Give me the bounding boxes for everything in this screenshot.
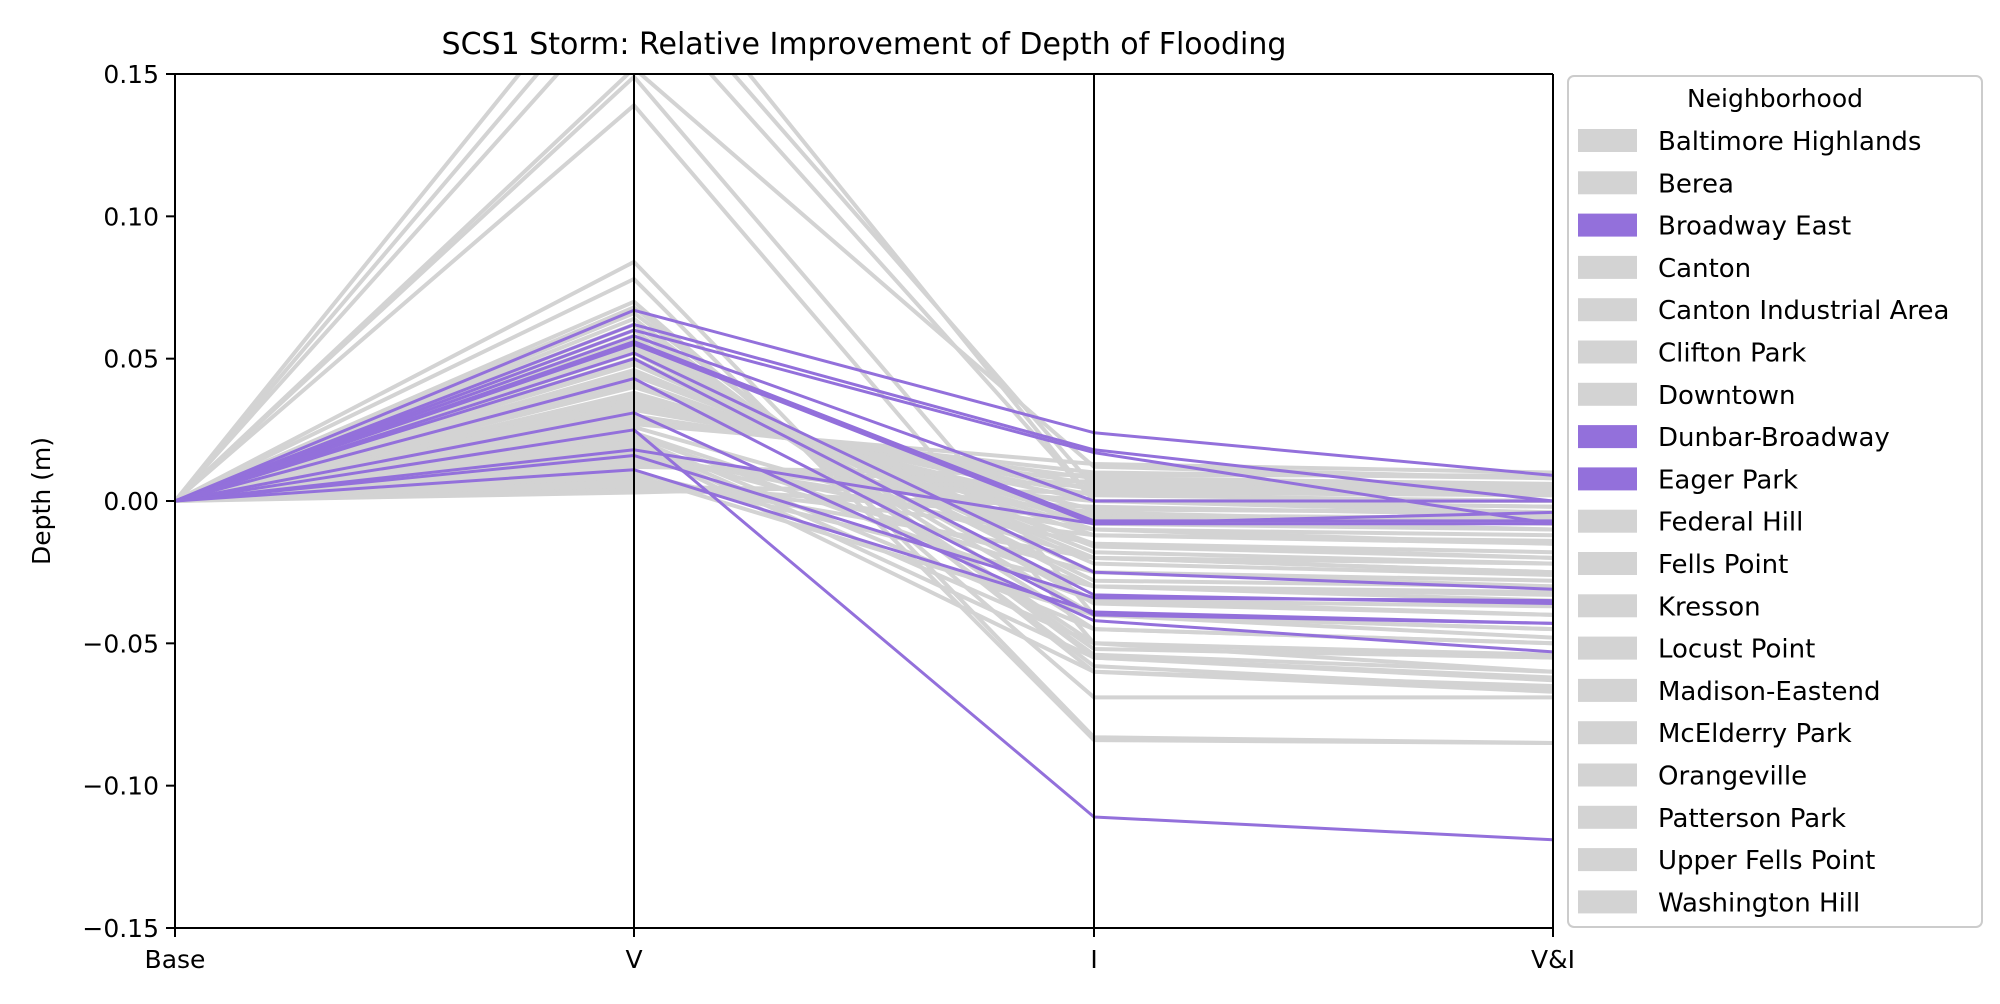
legend-swatch: [1578, 382, 1637, 406]
series-line-highlight: [175, 334, 1553, 503]
series-line-other: [175, 103, 1553, 660]
legend-box: [1567, 75, 1983, 928]
legend-entry-label: Kresson: [1658, 592, 1761, 622]
legend-swatch: [1578, 636, 1637, 660]
legend: Neighborhood Baltimore Highlands Berea Broa…: [1567, 75, 1983, 928]
legend-swatch: [1578, 509, 1637, 533]
legend-entry-label: Washington Hill: [1658, 888, 1860, 918]
legend-entry-label: Clifton Park: [1658, 339, 1806, 369]
legend-entry-label: Broadway East: [1658, 212, 1851, 242]
legend-entry-label: Downtown: [1658, 381, 1796, 411]
legend-swatch: [1578, 129, 1637, 152]
legend-entry-label: Canton: [1658, 254, 1751, 284]
legend-swatch: [1578, 678, 1637, 702]
legend-entry-label: Canton Industrial Area: [1658, 296, 1949, 326]
y-tick-label: −0.10: [82, 772, 159, 801]
series-highlight-layer: [175, 308, 1553, 842]
series-line-other: [175, 74, 1553, 503]
legend-entry-label: Eager Park: [1658, 465, 1798, 495]
legend-entry-label: Orangeville: [1658, 762, 1807, 792]
chart-title: SCS1 Storm: Relative Improvement of Dept…: [442, 27, 1287, 62]
legend-swatch: [1578, 340, 1637, 364]
series-line-highlight: [175, 411, 1553, 654]
legend-swatch: [1578, 552, 1637, 575]
legend-entry-label: Madison-Eastend: [1658, 677, 1881, 707]
y-tick-label: 0.10: [103, 202, 159, 231]
series-line-highlight: [175, 308, 1553, 503]
legend-entry-label: Patterson Park: [1658, 804, 1846, 834]
series-line-highlight: [175, 328, 1553, 526]
x-tick-label: I: [1090, 945, 1097, 974]
legend-swatch: [1578, 213, 1637, 237]
legend-title: Neighborhood: [1687, 84, 1863, 113]
y-tick-label: 0.00: [103, 487, 159, 516]
series-line-highlight: [175, 323, 1553, 503]
series-line-highlight: [175, 342, 1553, 526]
legend-swatch: [1578, 425, 1637, 449]
y-tick-label: −0.15: [82, 914, 159, 943]
legend-entry-label: Berea: [1658, 169, 1734, 199]
legend-swatch: [1578, 467, 1637, 491]
x-tick-label: V&I: [1531, 945, 1575, 974]
x-tick-label: V: [625, 945, 642, 974]
legend-swatch: [1578, 805, 1637, 829]
legend-swatch: [1578, 171, 1637, 195]
legend-swatch: [1578, 298, 1637, 322]
series-line-highlight: [175, 428, 1553, 842]
y-tick-label: 0.05: [103, 345, 159, 374]
series-line-highlight: [175, 468, 1553, 625]
series-line-highlight: [175, 351, 1553, 591]
legend-entry-label: Baltimore Highlands: [1658, 127, 1921, 157]
y-tick-label: 0.15: [103, 60, 159, 89]
legend-swatch: [1578, 763, 1637, 787]
legend-entry-label: McElderry Park: [1658, 719, 1852, 749]
y-axis-label: Depth (m): [27, 437, 56, 565]
legend-swatch: [1578, 594, 1637, 618]
legend-swatch: [1578, 255, 1637, 279]
legend-entry-label: Dunbar-Broadway: [1658, 423, 1890, 453]
y-tick-label: −0.05: [82, 629, 159, 658]
legend-entry-label: Federal Hill: [1658, 508, 1803, 538]
series-line-highlight: [175, 448, 1553, 526]
x-tick-label: Base: [145, 945, 206, 974]
legend-entry-label: Fells Point: [1658, 550, 1788, 580]
legend-entry-label: Locust Point: [1658, 635, 1815, 665]
legend-swatch: [1578, 721, 1637, 745]
series-line-highlight: [175, 454, 1553, 603]
legend-entry-label: Upper Fells Point: [1658, 846, 1875, 876]
legend-swatch: [1578, 890, 1637, 914]
legend-swatch: [1578, 848, 1637, 872]
